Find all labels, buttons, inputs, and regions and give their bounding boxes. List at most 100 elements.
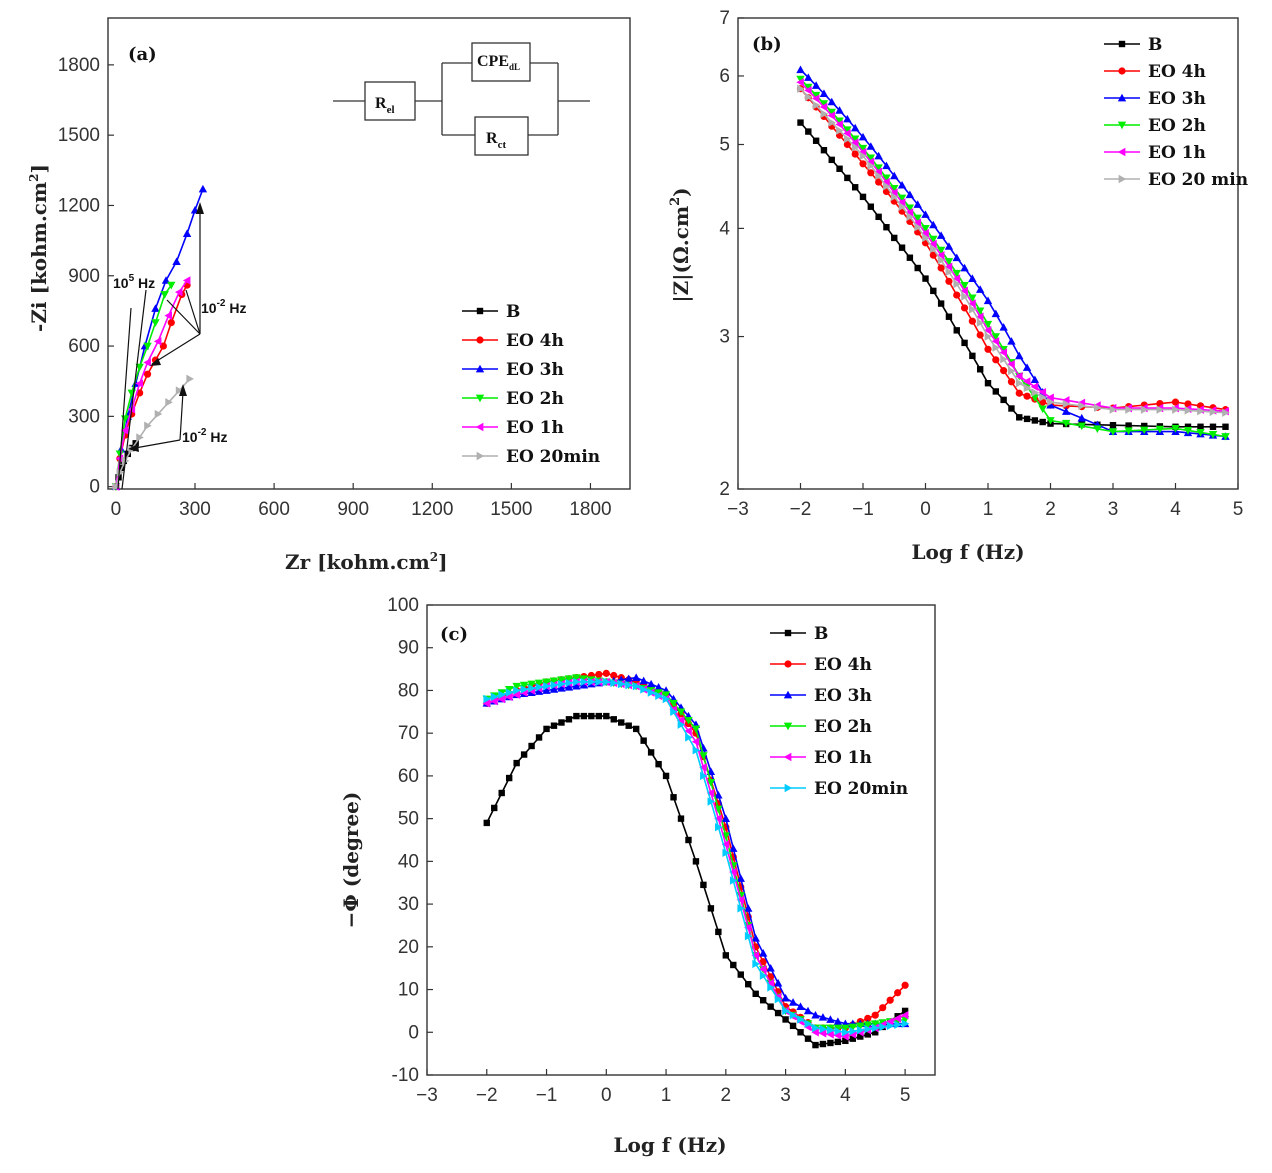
- data-point: [796, 75, 805, 84]
- data-point: [886, 1021, 895, 1031]
- panel-a-frame: [107, 17, 631, 490]
- data-point: [1077, 413, 1086, 422]
- panel-c-ticks: −3 −2 −1 0 1 2 3 4 5 -10 0 10 20 30 40 50 60 70 80 90 100: [387, 595, 910, 1106]
- x-tick-label: 3: [1108, 499, 1119, 520]
- data-point: [751, 951, 760, 960]
- data-point: [849, 1035, 857, 1042]
- data-point: [595, 712, 603, 720]
- legend-marker: [476, 336, 484, 344]
- data-point: [151, 304, 160, 312]
- data-point: [758, 949, 768, 957]
- legend-item: EO 1h: [462, 418, 564, 438]
- annotation-1e-2-hz-lower: 10-2 Hz: [182, 427, 227, 445]
- data-point: [647, 749, 655, 756]
- data-point: [811, 1028, 819, 1037]
- data-point: [882, 177, 890, 187]
- data-point: [983, 296, 993, 305]
- data-point: [164, 311, 172, 320]
- data-point: [714, 805, 723, 814]
- data-point: [901, 1019, 910, 1028]
- data-point: [483, 819, 490, 827]
- panel-a-legend: B EO 4h EO 3h EO 2h EO 1h EO 20min: [462, 302, 600, 467]
- y-tick-label: 5: [719, 135, 730, 156]
- data-point: [1184, 423, 1192, 430]
- data-point: [953, 327, 960, 334]
- legend-item: EO 20min: [770, 779, 908, 799]
- data-point: [883, 224, 890, 231]
- y-tick-label: 2: [719, 479, 730, 500]
- x-tick-label: −2: [790, 499, 812, 520]
- data-point: [1046, 393, 1054, 402]
- data-point: [812, 1041, 819, 1049]
- legend-marker: [475, 364, 485, 373]
- panel-b-series: [796, 65, 1230, 441]
- data-point: [952, 253, 961, 262]
- data-point: [1209, 423, 1217, 430]
- data-point: [670, 707, 678, 717]
- data-point: [774, 1009, 782, 1017]
- arrow-line: [185, 289, 201, 335]
- data-point: [588, 712, 595, 720]
- data-point: [120, 426, 129, 435]
- data-point: [890, 188, 898, 197]
- legend-marker: [1117, 93, 1127, 102]
- data-point: [557, 676, 566, 684]
- data-point: [565, 716, 573, 723]
- data-point: [999, 323, 1008, 331]
- x-tick-label: 0: [601, 1085, 612, 1106]
- data-point: [662, 694, 671, 704]
- data-point: [1007, 337, 1016, 345]
- data-point: [182, 229, 192, 237]
- data-point: [1023, 415, 1031, 423]
- y-tick-label: 0: [89, 477, 100, 498]
- legend-marker: [1118, 174, 1127, 184]
- data-point: [1094, 403, 1102, 412]
- data-point: [827, 1025, 835, 1035]
- x-tick-label: 5: [900, 1085, 911, 1106]
- data-point: [804, 1019, 813, 1028]
- data-point: [528, 742, 535, 750]
- data-point: [143, 358, 151, 367]
- y-tick-label: 600: [68, 336, 100, 357]
- data-point: [833, 1017, 843, 1025]
- legend-marker: [783, 690, 793, 699]
- data-point: [542, 678, 551, 687]
- data-point: [968, 317, 976, 325]
- arrow-line: [121, 289, 147, 490]
- data-point: [160, 291, 169, 299]
- data-point: [804, 73, 813, 81]
- data-point: [115, 454, 124, 463]
- data-point: [602, 677, 611, 687]
- data-point: [1222, 423, 1229, 430]
- data-point: [595, 677, 604, 687]
- data-point: [894, 1020, 902, 1029]
- y-tick-label: 6: [719, 66, 730, 87]
- data-point: [167, 281, 176, 290]
- data-point: [827, 1039, 834, 1047]
- data-point: [759, 958, 767, 966]
- data-point: [803, 1006, 813, 1015]
- data-point: [729, 867, 737, 877]
- data-point: [945, 267, 954, 277]
- data-point: [864, 1031, 871, 1038]
- legend-label: EO 3h: [506, 360, 564, 380]
- data-point: [646, 679, 656, 688]
- data-point: [115, 450, 125, 459]
- data-point: [945, 313, 953, 320]
- data-point: [144, 421, 152, 430]
- data-point: [639, 676, 648, 685]
- legend-item: EO 20min: [462, 447, 600, 467]
- data-point: [1046, 417, 1055, 425]
- data-point: [744, 923, 752, 932]
- legend-label: EO 4h: [814, 655, 872, 675]
- data-point: [676, 716, 685, 725]
- data-point: [1209, 407, 1218, 417]
- data-point: [856, 1022, 865, 1031]
- data-point: [875, 178, 883, 186]
- data-point: [818, 1013, 828, 1021]
- data-point: [804, 1035, 812, 1042]
- data-point: [602, 669, 610, 677]
- data-point: [811, 1010, 820, 1019]
- data-point: [737, 904, 745, 913]
- data-point: [842, 1037, 849, 1045]
